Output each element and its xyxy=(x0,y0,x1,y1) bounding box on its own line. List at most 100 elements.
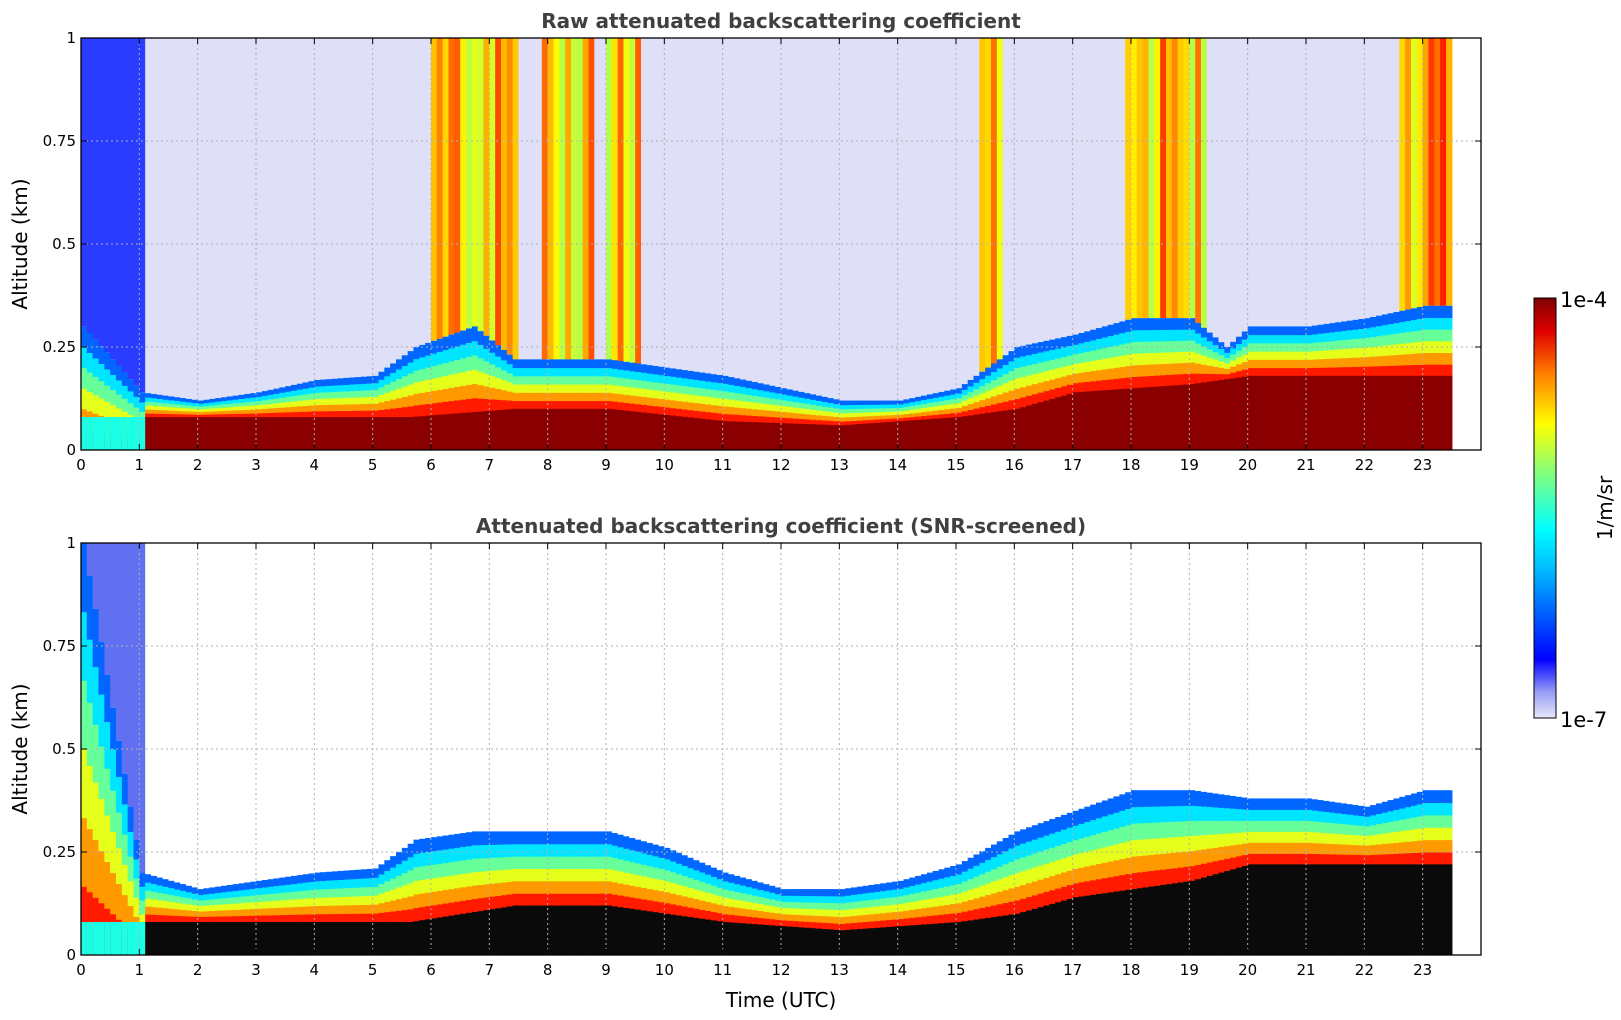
heatmap-cell xyxy=(821,424,829,450)
heatmap-cell xyxy=(250,881,257,889)
heatmap-cell xyxy=(1078,823,1085,839)
heatmap-cell xyxy=(448,334,455,349)
heatmap-cell xyxy=(734,385,741,394)
heatmap-cell xyxy=(477,344,485,359)
heatmap-cell xyxy=(226,903,234,911)
heatmap-cell xyxy=(1329,367,1336,377)
heatmap-cell xyxy=(431,38,438,341)
heatmap-cell xyxy=(670,368,677,377)
heatmap-cell xyxy=(996,385,1004,395)
heatmap-cell xyxy=(1177,384,1185,450)
heatmap-cell xyxy=(1236,867,1243,955)
heatmap-cell xyxy=(366,396,374,404)
heatmap-cell xyxy=(396,852,403,865)
heatmap-cell xyxy=(331,905,339,915)
heatmap-cell xyxy=(576,905,584,955)
heatmap-cell xyxy=(821,406,829,412)
chart-panel-screened: Attenuated backscattering coefficient (S… xyxy=(8,514,1482,1012)
heatmap-cell xyxy=(308,897,315,907)
heatmap-cell xyxy=(203,893,210,901)
heatmap-cell xyxy=(1142,341,1150,354)
heatmap-cell xyxy=(950,389,957,395)
heatmap-cell xyxy=(862,900,870,908)
heatmap-cell xyxy=(273,543,280,879)
heatmap-cell xyxy=(1066,812,1074,828)
heatmap-cell xyxy=(524,408,531,450)
heatmap-cell xyxy=(256,404,263,410)
heatmap-cell xyxy=(804,908,811,916)
heatmap-cell xyxy=(1306,342,1313,352)
heatmap-cell xyxy=(1329,843,1336,855)
heatmap-cell xyxy=(151,401,158,407)
heatmap-cell xyxy=(349,384,356,392)
heatmap-cell xyxy=(1201,806,1208,821)
heatmap-cell xyxy=(1352,814,1360,826)
heatmap-cell xyxy=(489,410,496,450)
heatmap-cell xyxy=(985,397,992,406)
heatmap-cell xyxy=(1136,38,1144,319)
heatmap-cell xyxy=(716,912,724,922)
heatmap-cell xyxy=(1399,364,1406,377)
heatmap-cell xyxy=(180,398,187,402)
heatmap-cell xyxy=(197,900,205,907)
y-tick-label: 1 xyxy=(66,534,76,552)
heatmap-cell xyxy=(291,384,298,391)
heatmap-cell xyxy=(991,363,998,373)
heatmap-cell xyxy=(1247,342,1255,352)
heatmap-cell xyxy=(1393,354,1400,366)
heatmap-cell xyxy=(267,403,275,409)
heatmap-cell xyxy=(349,377,356,385)
heatmap-cell xyxy=(1008,351,1015,362)
heatmap-cell xyxy=(541,367,549,377)
heatmap-cell xyxy=(250,895,257,903)
heatmap-cell xyxy=(256,543,263,881)
heatmap-cell xyxy=(1271,375,1278,450)
heatmap-cell xyxy=(1195,343,1202,354)
heatmap-cell xyxy=(956,397,963,404)
heatmap-cell xyxy=(1341,348,1348,359)
heatmap-cell xyxy=(646,365,654,374)
heatmap-cell xyxy=(681,385,689,394)
heatmap-cell xyxy=(1341,803,1348,815)
heatmap-cell xyxy=(483,883,490,898)
heatmap-cell xyxy=(950,903,957,914)
heatmap-cell xyxy=(571,893,578,907)
heatmap-cell xyxy=(285,396,292,403)
heatmap-cell xyxy=(291,906,298,915)
heatmap-cell xyxy=(839,404,846,410)
heatmap-cell xyxy=(1271,820,1278,832)
heatmap-cell xyxy=(1446,839,1453,853)
heatmap-cell xyxy=(361,383,368,391)
heatmap-cell xyxy=(1323,323,1330,334)
heatmap-cell xyxy=(880,883,887,892)
heatmap-cell xyxy=(1072,392,1080,450)
heatmap-cell xyxy=(915,543,922,876)
heatmap-cell xyxy=(180,884,187,891)
heatmap-cell xyxy=(1043,835,1050,850)
heatmap-cell xyxy=(180,915,187,923)
heatmap-cell xyxy=(623,884,630,897)
heatmap-cell xyxy=(1101,337,1109,349)
heatmap-cell xyxy=(746,394,753,402)
heatmap-cell xyxy=(693,889,700,900)
heatmap-cell xyxy=(1282,375,1290,450)
heatmap-cell xyxy=(127,880,135,907)
heatmap-cell xyxy=(1142,543,1150,791)
heatmap-cell xyxy=(244,915,251,923)
heatmap-cell xyxy=(1043,891,1050,907)
heatmap-cell xyxy=(804,393,811,399)
heatmap-cell xyxy=(576,38,584,360)
heatmap-cell xyxy=(1241,38,1249,332)
heatmap-cell xyxy=(996,543,1004,842)
heatmap-cell xyxy=(489,543,496,832)
heatmap-cell xyxy=(1259,864,1266,955)
heatmap-cell xyxy=(1055,873,1062,889)
heatmap-cell xyxy=(1364,854,1371,865)
heatmap-cell xyxy=(751,415,759,423)
heatmap-cell xyxy=(979,399,986,408)
heatmap-cell xyxy=(1101,347,1109,359)
heatmap-cell xyxy=(1446,375,1453,450)
heatmap-cell xyxy=(215,413,222,418)
heatmap-cell xyxy=(991,395,998,405)
heatmap-cell xyxy=(611,845,619,858)
